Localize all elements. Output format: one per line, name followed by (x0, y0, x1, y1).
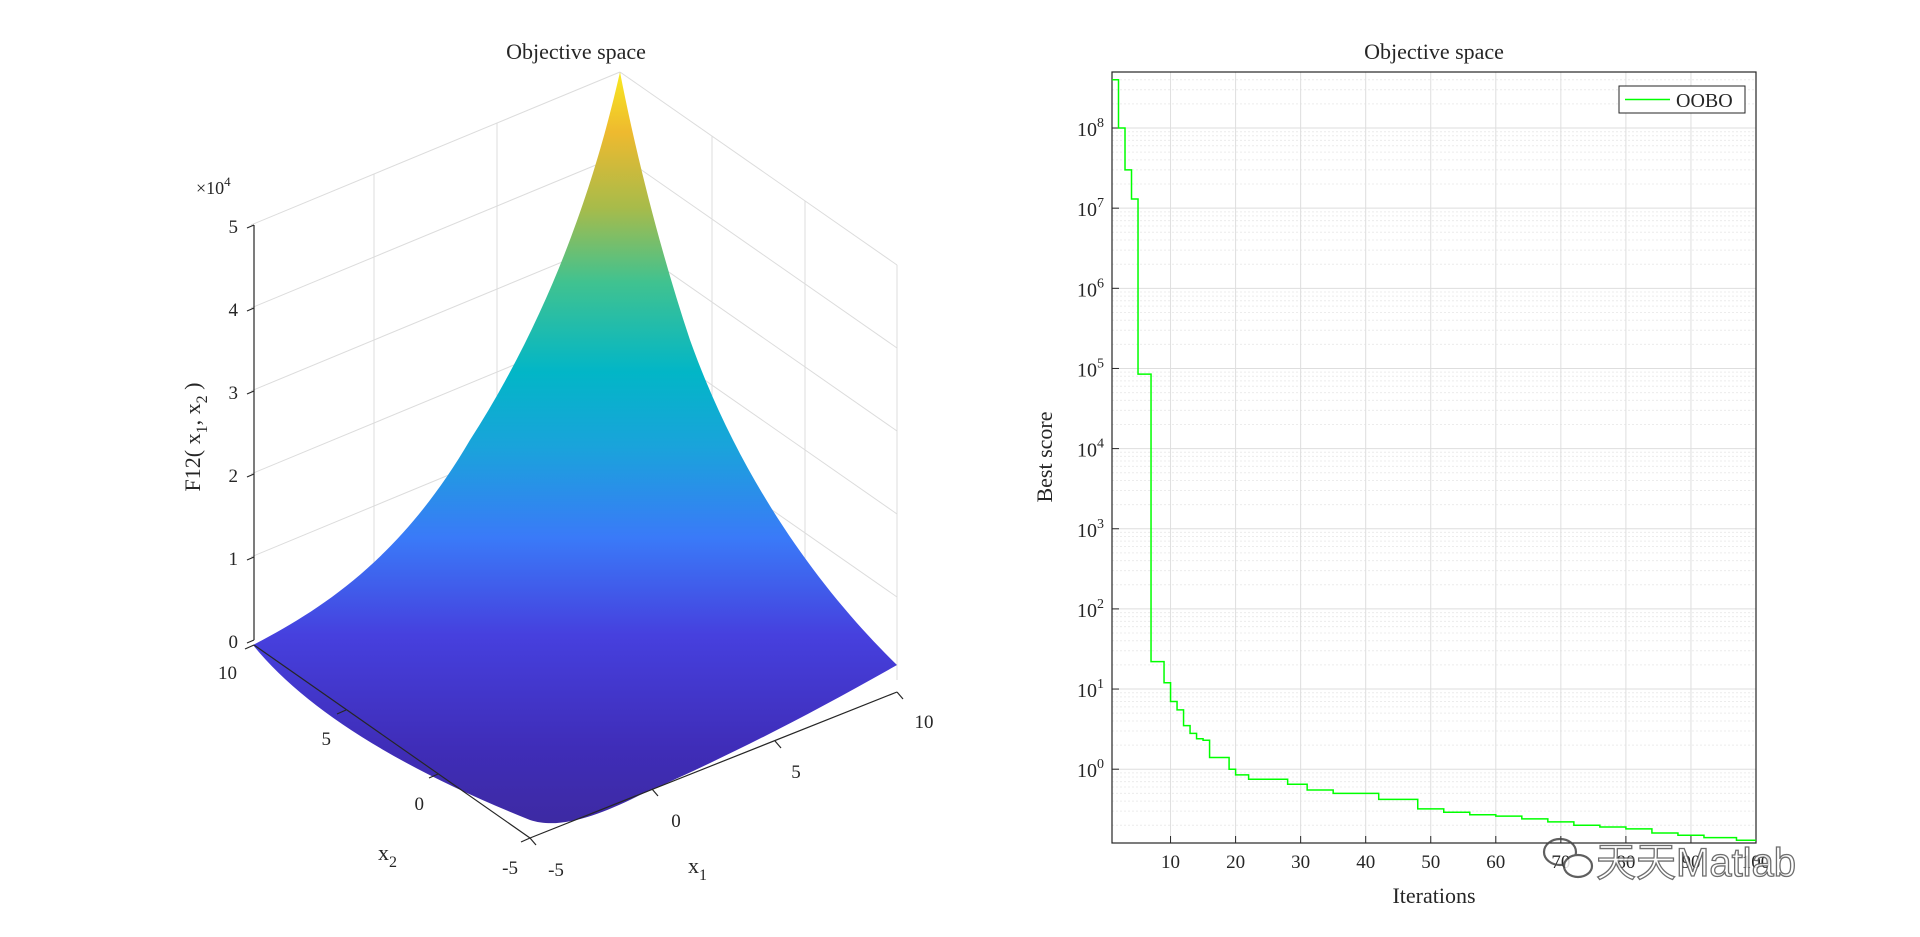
y-tick-label: 100 (1077, 757, 1104, 782)
x1-tick-label: 10 (915, 712, 934, 733)
wechat-icon (1542, 837, 1594, 879)
x1-tick-label: 0 (671, 811, 681, 832)
x-tick-label: 30 (1291, 852, 1310, 873)
convergence-x-axis-label: Iterations (1392, 883, 1475, 908)
convergence-plot: Objective space 10 20 30 40 50 60 70 80 90 100 10… (1032, 39, 1770, 908)
x-tick-label: 80 (1616, 852, 1635, 873)
y-tick-label: 107 (1077, 196, 1104, 221)
x2-tick-label: 0 (415, 794, 425, 815)
x1-tick-label: -5 (548, 860, 564, 881)
x1-axis-label: x1 (688, 853, 707, 884)
x-tick-label: 100 (1742, 852, 1771, 873)
z-tick-label: 2 (229, 466, 239, 487)
x1-tick-label: 5 (791, 762, 801, 783)
x2-tick-labels: -5 0 5 10 (218, 663, 518, 879)
y-tick-label: 102 (1077, 597, 1104, 622)
series-line-oobo (1112, 79, 1756, 841)
convergence-y-axis-label: Best score (1032, 411, 1057, 502)
x1-tick-labels: -5 0 5 10 (548, 712, 933, 881)
x-tick-label: 40 (1356, 852, 1375, 873)
convergence-y-ticks: 100 101 102 103 104 105 106 107 108 (1077, 116, 1119, 782)
x-tick-label: 20 (1226, 852, 1245, 873)
z-tick-labels: 0 1 2 3 4 5 (229, 217, 239, 653)
convergence-grid (1112, 71, 1757, 843)
z-tick-label: 1 (229, 549, 239, 570)
surface-title: Objective space (506, 39, 646, 64)
y-tick-label: 104 (1077, 437, 1104, 462)
x2-axis-label: x2 (378, 840, 397, 871)
z-tick-label: 4 (229, 300, 239, 321)
x-tick-label: 60 (1486, 852, 1505, 873)
x2-tick-label: -5 (502, 858, 518, 879)
legend-label-oobo: OOBO (1676, 90, 1733, 112)
y-tick-label: 108 (1077, 116, 1104, 141)
y-tick-label: 106 (1077, 276, 1104, 301)
z-axis-label: F12( x1, x2 ) (180, 383, 211, 492)
x-tick-label: 50 (1421, 852, 1440, 873)
x2-tick-label: 5 (322, 729, 332, 750)
convergence-plot-frame (1111, 71, 1757, 844)
surface-axes (244, 224, 904, 846)
y-tick-label: 103 (1077, 517, 1104, 542)
watermark-text: 天天Matlab (1596, 841, 1796, 885)
x2-tick-label: 10 (218, 663, 237, 684)
surface-mesh (253, 72, 897, 824)
y-tick-label: 105 (1077, 356, 1104, 381)
z-exponent-multiplier: ×104 (196, 174, 231, 198)
surface-plot: Objective space (180, 39, 934, 884)
z-tick-label: 3 (229, 383, 239, 404)
z-tick-label: 0 (229, 632, 239, 653)
watermark: 天天Matlab (1542, 837, 1797, 886)
y-tick-label: 101 (1077, 677, 1104, 702)
x-tick-label: 90 (1681, 852, 1700, 873)
z-tick-label: 5 (229, 217, 239, 238)
x-tick-label: 10 (1161, 852, 1180, 873)
legend: OOBO (1618, 85, 1746, 114)
convergence-title: Objective space (1364, 39, 1504, 64)
